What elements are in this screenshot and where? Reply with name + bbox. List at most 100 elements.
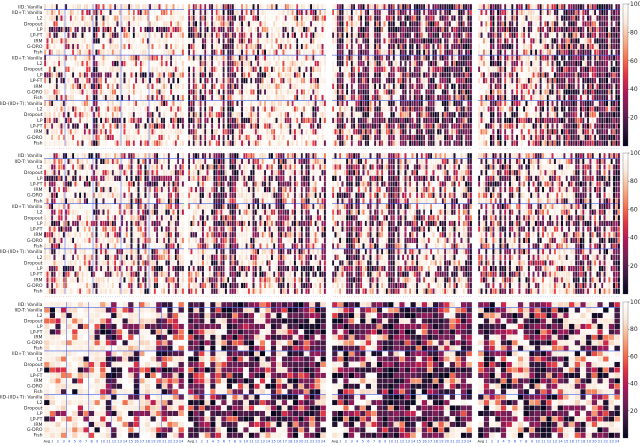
heatmap-cell <box>102 15 105 22</box>
heatmap-cell <box>383 128 386 135</box>
heatmap-cell <box>305 54 308 62</box>
heatmap-cell <box>373 15 377 22</box>
heatmap-cell <box>300 9 304 16</box>
heatmap-cell <box>55 49 59 56</box>
heatmap-cell <box>229 9 232 16</box>
heatmap-cell <box>240 43 244 50</box>
heatmap-cell <box>316 94 320 101</box>
heatmap-cell <box>197 54 200 62</box>
heatmap-cell <box>92 32 96 39</box>
heatmap-cell <box>469 89 473 96</box>
heatmap-cell <box>134 94 138 101</box>
heatmap-cell <box>446 32 449 39</box>
heatmap-cell <box>348 54 351 62</box>
heatmap-cell <box>102 49 105 56</box>
heatmap-cell <box>295 60 299 67</box>
heatmap-cell <box>420 60 424 67</box>
heatmap-cell <box>413 117 417 124</box>
heatmap-cell <box>429 26 433 33</box>
heatmap-cell <box>206 32 209 39</box>
heatmap-cell <box>401 94 405 101</box>
heatmap-cell <box>420 89 424 96</box>
heatmap-cell <box>314 43 318 50</box>
heatmap-cell <box>494 15 498 22</box>
heatmap-cell <box>362 3 365 10</box>
heatmap-cell <box>226 140 230 147</box>
heatmap-cell <box>226 89 230 96</box>
heatmap-cell <box>181 26 185 33</box>
heatmap-cell <box>71 26 75 33</box>
heatmap-cell <box>413 60 417 67</box>
x-tick-mark: · <box>426 147 427 151</box>
heatmap-cell <box>55 111 59 118</box>
heatmap-cell <box>233 9 237 16</box>
heatmap-cell <box>279 111 283 118</box>
heatmap-cell <box>323 123 327 130</box>
heatmap-cell <box>574 9 578 16</box>
heatmap-cell <box>323 60 327 67</box>
heatmap-cell <box>305 77 308 84</box>
heatmap-cell <box>192 20 196 27</box>
heatmap-cell <box>450 9 454 16</box>
heatmap-cell <box>291 106 295 113</box>
heatmap-cell <box>289 134 292 141</box>
heatmap-cell <box>293 83 297 90</box>
heatmap-cell <box>558 3 562 10</box>
heatmap-cell <box>254 43 258 50</box>
heatmap-cell <box>167 3 171 10</box>
heatmap-cell <box>348 117 351 124</box>
heatmap-cell <box>441 49 445 56</box>
heatmap-cell <box>413 134 417 141</box>
heatmap-cell <box>369 77 372 84</box>
heatmap-cell <box>88 9 91 16</box>
heatmap-cell <box>169 66 173 73</box>
heatmap-cell <box>76 60 80 67</box>
heatmap-cell <box>579 15 583 22</box>
heatmap-cell <box>78 117 82 124</box>
heatmap-cell <box>90 100 94 107</box>
heatmap-cell <box>385 71 389 79</box>
heatmap-cell <box>104 83 108 90</box>
heatmap-cell <box>371 77 375 84</box>
heatmap-cell <box>233 134 237 141</box>
heatmap-cell <box>289 54 292 62</box>
heatmap-cell <box>603 20 607 27</box>
heatmap-cell <box>422 3 426 10</box>
heatmap-cell <box>203 3 207 10</box>
heatmap-cell <box>268 60 272 67</box>
heatmap-cell <box>222 111 226 118</box>
heatmap-cell <box>392 83 396 90</box>
heatmap-cell <box>425 77 428 84</box>
heatmap-cell <box>427 37 431 44</box>
heatmap-cell <box>383 37 386 44</box>
heatmap-cell <box>336 3 340 10</box>
heatmap-cell <box>355 9 358 16</box>
heatmap-cell <box>48 32 52 39</box>
heatmap-cell <box>605 15 609 22</box>
heatmap-cell <box>245 60 249 67</box>
heatmap-cell <box>201 3 205 10</box>
heatmap-cell <box>236 123 239 130</box>
heatmap-cell <box>92 15 96 22</box>
heatmap-cell <box>318 134 322 141</box>
heatmap-cell <box>515 20 519 27</box>
heatmap-cell <box>158 140 161 147</box>
heatmap-cell <box>429 9 433 16</box>
heatmap-cell <box>567 3 571 10</box>
heatmap-cell <box>394 106 398 113</box>
heatmap-cell <box>78 106 82 113</box>
heatmap-cell <box>217 37 221 44</box>
heatmap-cell <box>50 54 54 62</box>
heatmap-cell <box>373 83 377 90</box>
heatmap-cell <box>190 49 193 56</box>
heatmap-cell <box>158 20 161 27</box>
heatmap-cell <box>387 32 391 39</box>
heatmap-cell <box>141 49 145 56</box>
heatmap-cell <box>432 106 435 113</box>
heatmap-cell <box>113 3 117 10</box>
heatmap-cell <box>187 140 191 147</box>
heatmap-cell <box>99 3 103 10</box>
heatmap-cell <box>210 106 214 113</box>
heatmap-cell <box>383 54 386 62</box>
heatmap-cell <box>190 77 193 84</box>
